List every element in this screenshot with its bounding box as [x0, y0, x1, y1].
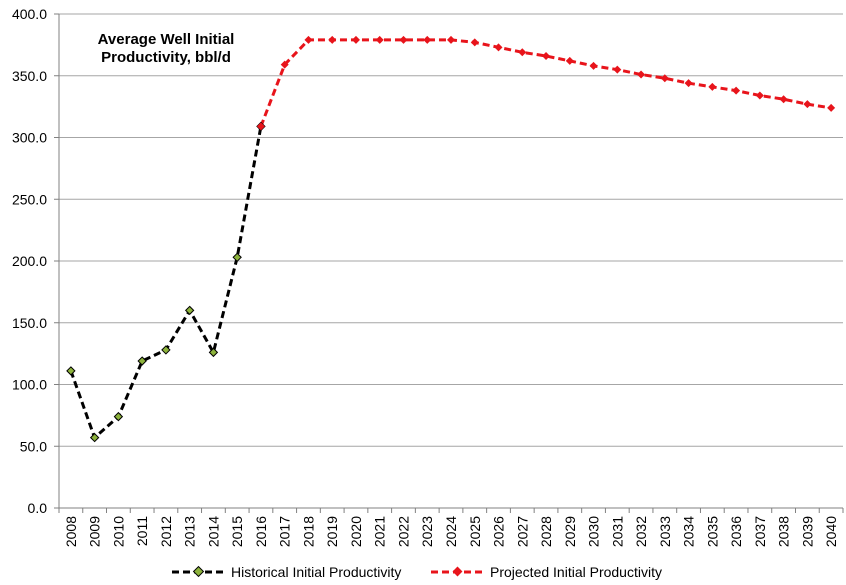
data-point-projected — [328, 35, 337, 44]
data-point-projected — [589, 61, 598, 70]
x-tick-label: 2028 — [538, 516, 554, 547]
data-point-projected — [732, 86, 741, 95]
data-point-historical — [89, 432, 100, 443]
data-point-projected — [375, 35, 384, 44]
series-line-historical — [69, 126, 263, 440]
legend-item-projected: Projected Initial Productivity — [431, 564, 662, 580]
x-tick-label: 2024 — [443, 516, 459, 547]
x-tick-label: 2014 — [205, 516, 221, 547]
data-point-projected — [304, 35, 313, 44]
x-tick-label: 2012 — [158, 516, 174, 547]
x-tick-label: 2040 — [823, 516, 839, 547]
data-point-historical — [161, 345, 171, 355]
data-point-historical — [232, 252, 242, 263]
data-point-projected — [280, 60, 289, 69]
x-tick-label: 2030 — [586, 516, 602, 547]
x-tick-label: 2016 — [253, 516, 269, 547]
x-tick-label: 2029 — [562, 516, 578, 547]
data-point-historical — [66, 366, 76, 376]
data-point-projected — [423, 35, 432, 44]
data-point-projected — [518, 48, 527, 57]
data-point-projected — [256, 122, 265, 131]
data-point-projected — [447, 35, 455, 44]
x-tick-label: 2034 — [681, 516, 697, 547]
x-tick-label: 2023 — [419, 516, 435, 547]
x-tick-label: 2018 — [300, 516, 316, 547]
data-point-historical — [137, 356, 147, 366]
y-tick-label: 350.0 — [12, 68, 47, 84]
data-point-projected — [351, 35, 360, 44]
data-point-projected — [708, 82, 717, 91]
y-tick-label: 400.0 — [12, 6, 47, 22]
y-tick-label: 300.0 — [12, 130, 47, 146]
x-tick-label: 2033 — [657, 516, 673, 547]
x-tick-label: 2009 — [87, 516, 103, 547]
data-point-historical — [113, 411, 124, 422]
x-tick-label: 2008 — [63, 516, 79, 547]
x-tick-label: 2011 — [134, 516, 150, 546]
data-point-historical — [184, 305, 195, 316]
data-point-projected — [399, 35, 408, 44]
chart-title-line-1: Average Well Initial — [98, 31, 235, 48]
x-tick-label: 2017 — [277, 516, 293, 547]
x-tick-label: 2015 — [229, 516, 245, 547]
data-point-projected — [542, 51, 551, 60]
x-tick-label: 2010 — [110, 516, 126, 547]
legend-item-historical: Historical Initial Productivity — [172, 564, 401, 580]
chart-title-line-2: Productivity, bbl/d — [101, 49, 231, 66]
legend: Historical Initial Productivity Projecte… — [172, 564, 662, 580]
legend-label-projected: Projected Initial Productivity — [490, 564, 662, 580]
x-tick-label: 2036 — [728, 516, 744, 547]
x-tick-label: 2026 — [491, 516, 507, 547]
x-tick-label: 2032 — [633, 516, 649, 547]
chart-title: Average Well Initial Productivity, bbl/d — [98, 31, 235, 66]
x-tick-label: 2031 — [609, 516, 625, 547]
axes — [54, 13, 844, 513]
data-point-projected — [660, 74, 669, 83]
data-point-projected — [779, 95, 788, 104]
legend-swatch-historical-marker — [192, 565, 205, 578]
x-tick-label: 2039 — [799, 516, 815, 547]
data-point-projected — [637, 70, 646, 79]
data-point-projected — [494, 43, 503, 52]
x-tick-label: 2025 — [467, 516, 483, 547]
x-tick-label: 2019 — [324, 516, 340, 547]
gridlines — [59, 13, 843, 447]
x-tick-label: 2021 — [372, 516, 388, 547]
x-tick-label: 2027 — [514, 516, 530, 547]
y-tick-label: 100.0 — [12, 377, 47, 393]
x-tick-label: 2020 — [348, 516, 364, 547]
y-tick-label: 250.0 — [12, 191, 47, 207]
data-point-historical — [208, 347, 219, 358]
x-axis-tick-labels: 2008 2009 2010 2011 2012 2013 2014 2015 2016 2017… — [63, 516, 839, 547]
legend-label-historical: Historical Initial Productivity — [231, 564, 401, 580]
y-tick-label: 200.0 — [12, 253, 47, 269]
x-tick-label: 2022 — [395, 516, 411, 547]
y-tick-label: 0.0 — [28, 500, 48, 516]
data-point-projected — [827, 103, 836, 112]
y-tick-label: 50.0 — [20, 438, 47, 454]
series-markers — [66, 35, 836, 443]
data-point-projected — [613, 65, 622, 74]
x-tick-label: 2038 — [776, 516, 792, 547]
data-point-projected — [565, 56, 574, 65]
series-lines — [69, 38, 832, 440]
data-point-projected — [755, 91, 764, 100]
data-point-projected — [684, 79, 693, 88]
legend-swatch-projected-marker — [452, 566, 463, 577]
x-tick-label: 2037 — [752, 516, 768, 547]
y-tick-label: 150.0 — [12, 315, 47, 331]
data-point-projected — [470, 38, 479, 47]
data-point-projected — [803, 100, 812, 109]
x-tick-label: 2013 — [182, 516, 198, 547]
x-tick-label: 2035 — [704, 516, 720, 547]
y-axis-tick-labels: 0.0 50.0 100.0 150.0 200.0 250.0 300.0 350.0 400… — [12, 6, 47, 516]
